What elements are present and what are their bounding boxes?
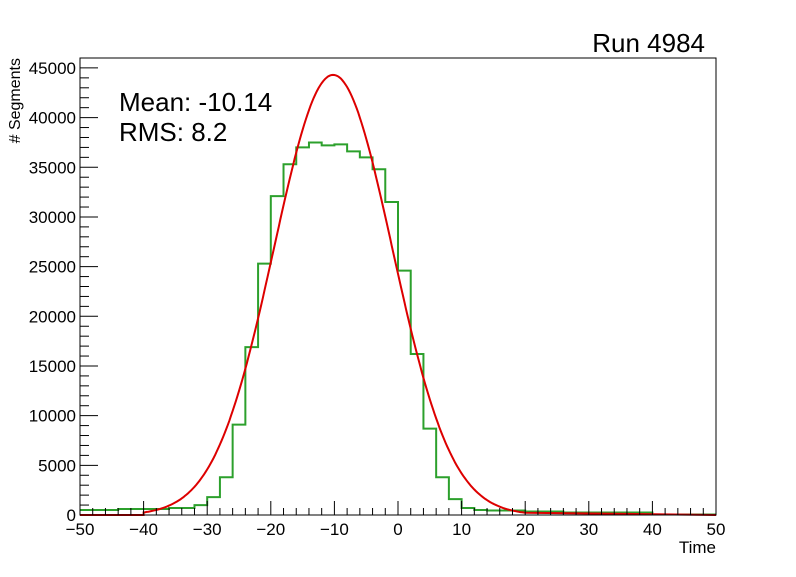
y-tick-label: 25000: [29, 258, 76, 277]
y-axis-label: # Segments: [7, 58, 24, 143]
x-tick-label: 40: [643, 520, 662, 539]
y-tick-label: 5000: [38, 456, 76, 475]
histogram-line: [80, 141, 716, 516]
stats-rms: RMS: 8.2: [119, 117, 227, 147]
x-tick-label: 50: [707, 520, 726, 539]
y-tick-label: 45000: [29, 59, 76, 78]
y-tick-label: 10000: [29, 407, 76, 426]
x-tick-label: 30: [579, 520, 598, 539]
x-tick-label: −40: [129, 520, 158, 539]
y-tick-label: 15000: [29, 357, 76, 376]
y-tick-label: 35000: [29, 158, 76, 177]
gaussian-fit-curve: [80, 73, 717, 516]
x-tick-label: 10: [452, 520, 471, 539]
x-tick-label: −20: [256, 520, 285, 539]
stats-mean: Mean: -10.14: [119, 87, 272, 117]
x-tick-label: −10: [320, 520, 349, 539]
x-tick-label: 0: [393, 520, 402, 539]
x-tick-label: −50: [66, 520, 95, 539]
chart-title: Run 4984: [592, 28, 705, 58]
y-tick-label: 40000: [29, 109, 76, 128]
y-tick-label: 20000: [29, 307, 76, 326]
x-tick-label: 20: [516, 520, 535, 539]
y-tick-label: 0: [67, 506, 76, 525]
y-tick-label: 30000: [29, 208, 76, 227]
x-tick-label: −30: [193, 520, 222, 539]
x-axis-label: Time: [679, 538, 716, 557]
